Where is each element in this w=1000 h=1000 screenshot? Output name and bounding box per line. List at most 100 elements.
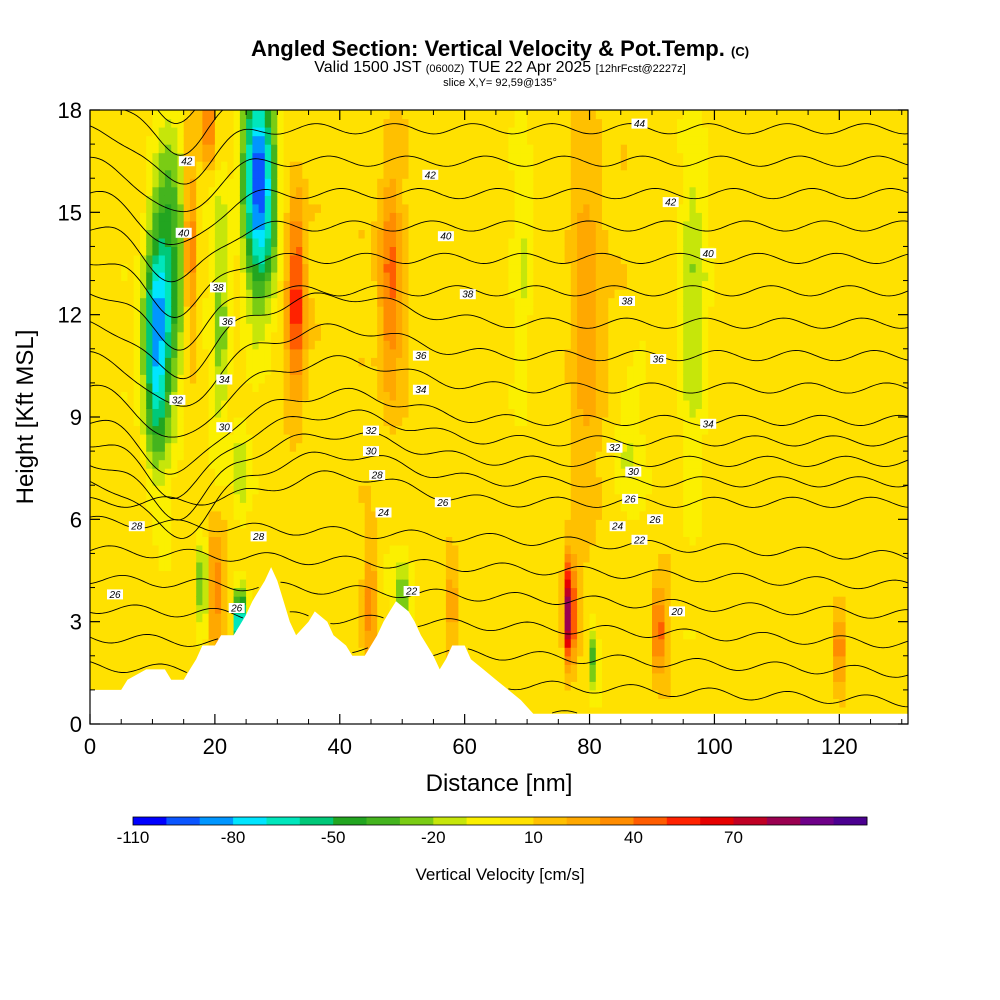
velocity-cell	[246, 425, 253, 435]
velocity-cell	[90, 280, 97, 290]
velocity-cell	[352, 280, 360, 290]
velocity-cell	[115, 229, 122, 239]
velocity-cell	[477, 510, 484, 520]
velocity-cell	[420, 255, 428, 265]
velocity-cell	[477, 135, 484, 145]
velocity-cell	[227, 229, 235, 239]
velocity-cell	[433, 263, 441, 273]
velocity-cell	[146, 331, 153, 341]
velocity-cell	[246, 118, 253, 128]
velocity-cell	[183, 323, 191, 333]
velocity-cell	[470, 280, 478, 290]
velocity-cell	[483, 255, 491, 265]
velocity-cell	[233, 169, 241, 179]
velocity-cell	[296, 255, 303, 265]
velocity-cell	[96, 442, 103, 452]
velocity-cell	[514, 169, 522, 179]
velocity-cell	[483, 297, 491, 307]
velocity-cell	[133, 613, 141, 623]
velocity-cell	[227, 382, 235, 392]
velocity-cell	[520, 681, 528, 691]
velocity-cell	[202, 399, 210, 409]
velocity-cell	[202, 519, 210, 529]
velocity-cell	[108, 468, 116, 478]
velocity-cell	[221, 613, 228, 623]
velocity-cell	[402, 382, 409, 392]
velocity-cell	[470, 348, 478, 358]
velocity-cell	[308, 323, 316, 333]
velocity-cell	[364, 348, 372, 358]
velocity-cell	[177, 246, 185, 256]
velocity-cell	[489, 306, 497, 316]
velocity-cell	[308, 408, 316, 418]
velocity-cell	[183, 297, 191, 307]
velocity-cell	[514, 553, 522, 563]
velocity-cell	[283, 169, 291, 179]
velocity-cell	[308, 493, 316, 503]
velocity-cell	[196, 519, 203, 529]
velocity-cell	[439, 442, 447, 452]
velocity-cell	[495, 519, 503, 529]
velocity-cell	[358, 331, 366, 341]
velocity-cell	[464, 502, 472, 512]
velocity-cell	[164, 468, 172, 478]
velocity-cell	[271, 451, 278, 461]
velocity-cell	[346, 280, 353, 290]
velocity-cell	[239, 485, 247, 495]
velocity-cell	[271, 237, 278, 247]
velocity-cell	[314, 519, 322, 529]
velocity-cell	[396, 562, 403, 572]
velocity-cell	[177, 510, 185, 520]
velocity-cell	[121, 212, 128, 222]
velocity-cell	[489, 382, 497, 392]
velocity-cell	[264, 110, 272, 120]
velocity-cell	[371, 340, 378, 350]
velocity-cell	[96, 468, 103, 478]
velocity-cell	[458, 152, 466, 162]
velocity-cell	[115, 442, 122, 452]
velocity-cell	[271, 553, 278, 563]
velocity-cell	[283, 562, 291, 572]
velocity-cell	[470, 306, 478, 316]
velocity-cell	[202, 544, 210, 554]
velocity-cell	[352, 229, 360, 239]
velocity-cell	[520, 672, 528, 682]
velocity-cell	[445, 306, 453, 316]
velocity-cell	[352, 613, 360, 623]
velocity-cell	[283, 374, 291, 384]
velocity-cell	[420, 229, 428, 239]
velocity-cell	[314, 553, 322, 563]
velocity-cell	[246, 596, 253, 606]
velocity-cell	[477, 544, 484, 554]
velocity-cell	[377, 144, 384, 154]
velocity-cell	[96, 562, 103, 572]
velocity-cell	[389, 237, 397, 247]
velocity-cell	[414, 536, 422, 546]
velocity-cell	[420, 280, 428, 290]
velocity-cell	[414, 417, 422, 427]
velocity-cell	[314, 178, 322, 188]
velocity-cell	[458, 297, 466, 307]
velocity-cell	[277, 570, 285, 580]
velocity-cell	[514, 459, 522, 469]
velocity-cell	[214, 357, 222, 367]
velocity-cell	[233, 246, 241, 256]
velocity-cell	[171, 246, 178, 256]
velocity-cell	[358, 220, 366, 230]
velocity-cell	[115, 272, 122, 282]
velocity-cell	[327, 178, 335, 188]
velocity-cell	[208, 621, 216, 631]
velocity-cell	[140, 638, 147, 648]
velocity-cell	[458, 562, 466, 572]
velocity-cell	[202, 144, 210, 154]
velocity-cell	[158, 255, 166, 265]
velocity-cell	[408, 451, 416, 461]
velocity-cell	[321, 476, 328, 486]
velocity-cell	[452, 382, 459, 392]
velocity-cell	[308, 186, 316, 196]
velocity-cell	[152, 536, 160, 546]
velocity-cell	[420, 442, 428, 452]
velocity-cell	[389, 553, 397, 563]
velocity-cell	[177, 382, 185, 392]
velocity-cell	[396, 331, 403, 341]
